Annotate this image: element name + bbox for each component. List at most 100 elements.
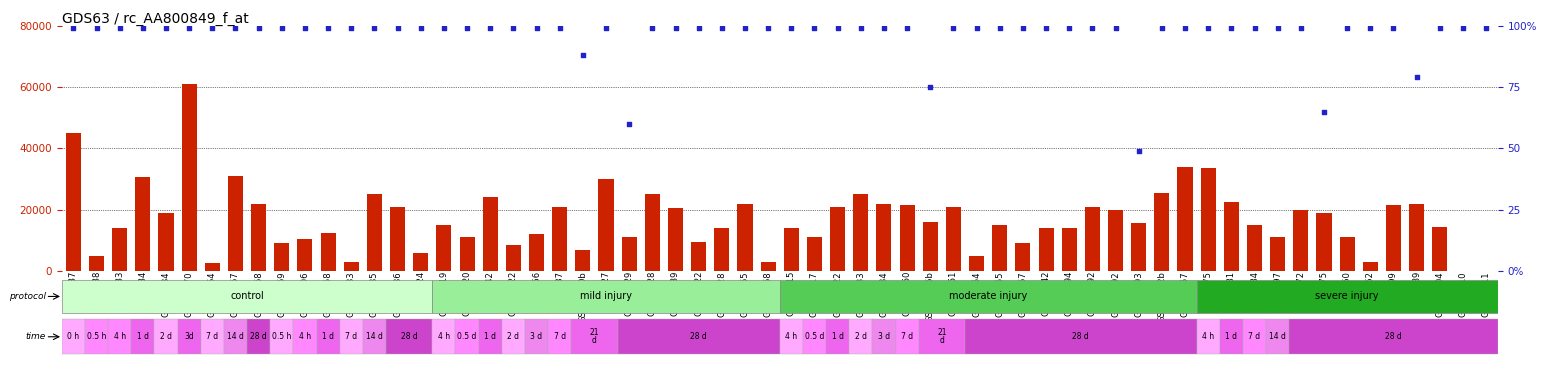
Bar [1016,243,1030,271]
Bar [946,207,960,271]
Point [1011,25,1036,31]
Point [1149,25,1173,31]
Point [548,25,573,31]
Bar [293,319,317,354]
Bar [455,319,479,354]
Point [824,25,849,31]
Bar [1109,210,1122,271]
Bar [1289,319,1498,354]
Text: GDS63 / rc_AA800849_f_at: GDS63 / rc_AA800849_f_at [62,11,249,26]
Bar [970,256,984,271]
Bar [1248,225,1261,271]
Text: 0.5 d: 0.5 d [457,332,477,341]
Bar [622,237,636,271]
Point [1312,109,1337,115]
Text: 3 d: 3 d [531,332,542,341]
Bar [1340,237,1354,271]
Text: 1 d: 1 d [323,332,334,341]
Text: 2 d: 2 d [855,332,866,341]
Bar [849,319,872,354]
Point [1382,25,1407,31]
Point [1288,25,1312,31]
Bar [321,233,335,271]
Point [963,25,990,31]
Bar [803,319,826,354]
Bar [460,237,474,271]
Point [803,25,828,31]
Point [1359,25,1383,31]
Bar [62,280,432,313]
Text: control: control [230,291,264,302]
Bar [780,319,803,354]
Point [247,25,272,31]
Bar [1085,207,1099,271]
Bar [618,319,780,354]
Bar [1220,319,1243,354]
Bar [530,234,543,271]
Point [664,25,689,31]
Bar [1201,168,1215,271]
Bar [831,207,845,271]
Bar [896,319,919,354]
Text: 0 h: 0 h [68,332,79,341]
Bar [645,194,659,271]
Point [479,25,503,31]
Point [130,25,154,31]
Bar [599,179,613,271]
Point [500,25,525,31]
Point [917,84,942,90]
Text: 1 d: 1 d [137,332,148,341]
Bar [182,84,196,271]
Text: 0.5 d: 0.5 d [804,332,824,341]
Bar [108,319,131,354]
Bar [854,194,868,271]
Bar [571,319,618,354]
Bar [877,203,891,271]
Bar [85,319,108,354]
Point [317,25,341,31]
Bar [761,262,775,271]
Bar [178,319,201,354]
Bar [1243,319,1266,354]
Point [224,25,249,31]
Point [1034,25,1059,31]
Point [1102,25,1127,31]
Point [1241,25,1266,31]
Text: 28 d: 28 d [1385,332,1402,341]
Point [1265,25,1289,31]
Bar [1197,280,1498,313]
Text: 1 d: 1 d [832,332,843,341]
Point [1056,25,1081,31]
Bar [669,208,682,271]
Text: 0.5 h: 0.5 h [272,332,292,341]
Text: 1 d: 1 d [485,332,496,341]
Text: 28 d: 28 d [1073,332,1089,341]
Bar [298,239,312,271]
Point [431,25,457,31]
Bar [553,207,567,271]
Text: 28 d: 28 d [250,332,267,341]
Bar [479,319,502,354]
Text: 2 d: 2 d [508,332,519,341]
Bar [201,319,224,354]
Point [593,25,618,31]
Bar [1197,319,1220,354]
Text: 1 d: 1 d [1226,332,1237,341]
Bar [367,194,381,271]
Text: severe injury: severe injury [1315,291,1379,302]
Point [871,25,896,31]
Bar [275,243,289,271]
Bar [1039,228,1053,271]
Bar [1266,319,1289,354]
Bar [506,245,520,271]
Bar [919,319,965,354]
Bar [923,222,937,271]
Point [849,25,874,31]
Text: 2 d: 2 d [161,332,171,341]
Text: 4 h: 4 h [300,332,310,341]
Bar [872,319,896,354]
Bar [159,213,173,271]
Text: 4 h: 4 h [786,332,797,341]
Point [896,25,920,31]
Point [988,25,1013,31]
